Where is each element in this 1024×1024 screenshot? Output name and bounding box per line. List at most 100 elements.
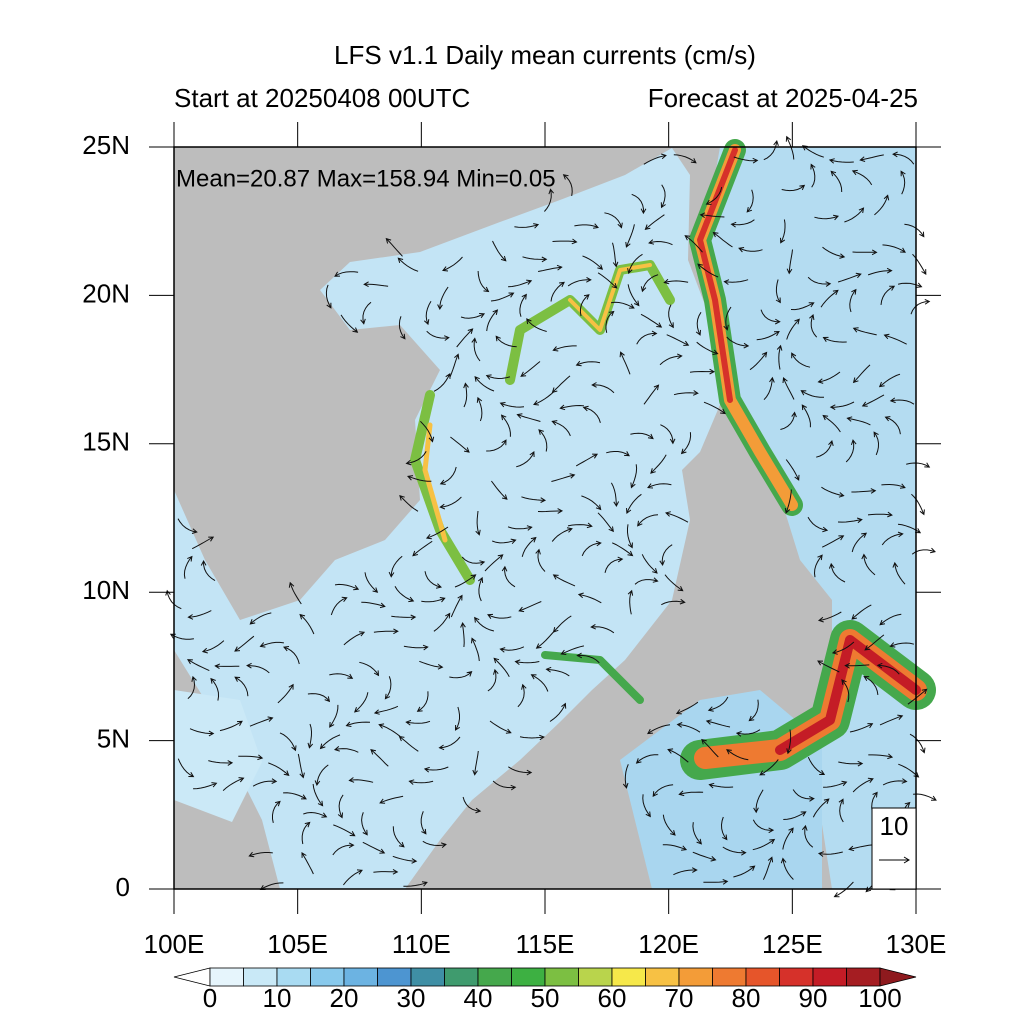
streamline [782,377,795,400]
streamline [438,736,461,751]
colorbar-label: 50 [531,983,560,1013]
streamline [909,733,926,754]
streamline [191,536,215,550]
streamline [809,314,818,338]
streamline [851,488,877,494]
x-tick-label: 125E [762,929,823,959]
streamline [378,723,401,737]
streamline [785,459,800,481]
sea-region [174,148,722,889]
current-band [541,651,644,704]
streamline [187,610,212,620]
streamline [486,309,499,332]
reference-vector-box: 10 [871,807,917,890]
streamline [807,276,832,287]
streamline [643,384,660,405]
plot-area [165,135,937,898]
streamline [552,345,577,352]
streamline [820,289,839,308]
streamline [177,518,198,534]
streamline [187,675,197,700]
streamline [627,524,633,549]
streamline [591,382,615,394]
streamline [373,868,399,875]
streamline [501,565,516,588]
streamline [249,716,274,727]
streamline [786,729,792,755]
streamline [812,798,830,818]
streamline [518,601,542,613]
streamline [330,596,348,616]
streamline [735,729,761,737]
streamline [675,701,699,715]
streamline [354,692,369,713]
streamline [673,390,699,396]
x-tick-label: 105E [267,929,328,959]
strong-currents [410,139,936,780]
streamline [343,869,363,886]
streamline [845,439,857,463]
subtitle-right: Forecast at 2025-04-25 [648,83,918,113]
streamline [575,453,599,467]
streamline [668,304,674,329]
streamline [873,431,880,456]
reference-arrow-head [903,856,910,864]
streamline [522,256,548,263]
streamline [333,824,356,837]
streamline [661,598,686,606]
streamline [786,249,793,275]
streamline [880,285,896,305]
streamline [582,405,601,423]
current-band [410,390,475,585]
y-tick-label: 25N [82,130,130,160]
streamline [474,375,495,392]
streamline [439,466,457,485]
streamline [705,719,731,728]
streamline [662,844,688,851]
streamline [762,856,774,880]
streamline [642,794,651,818]
streamline [884,416,901,435]
streamline [508,766,533,776]
streamline [560,645,585,655]
streamline [475,510,481,536]
y-tick-label: 20N [82,278,130,308]
streamline [189,728,215,737]
streamline [508,279,533,288]
streamline [665,511,689,523]
streamline [437,286,449,311]
streamline [551,420,571,437]
streamline [733,156,759,164]
streamline [519,734,545,741]
streamline [370,749,389,767]
streamline [567,276,592,287]
streamline [363,281,389,288]
streamline [878,373,901,388]
streamline [648,239,673,246]
streamline [516,451,535,468]
streamline [829,401,855,411]
streamline [433,612,451,632]
streamline [783,811,807,820]
streamline [471,337,481,362]
colorbar-label: 80 [732,983,761,1013]
streamline [883,333,907,345]
streamline [678,790,704,797]
streamline [454,706,460,731]
streamline [272,800,281,824]
streamline [552,238,578,245]
streamline [752,819,775,834]
streamline [851,169,873,186]
subtitle-left: Start at 20250408 00UTC [174,83,470,113]
colorbar-label: 100 [858,983,901,1013]
streamline [423,301,432,326]
streamline [906,462,931,468]
streamline [364,572,379,593]
streamline [605,310,615,333]
streamline [852,364,871,384]
streamline [472,750,479,776]
streamline [763,139,779,161]
streamline [696,341,719,355]
streamline [684,235,703,253]
streamline [647,724,671,735]
